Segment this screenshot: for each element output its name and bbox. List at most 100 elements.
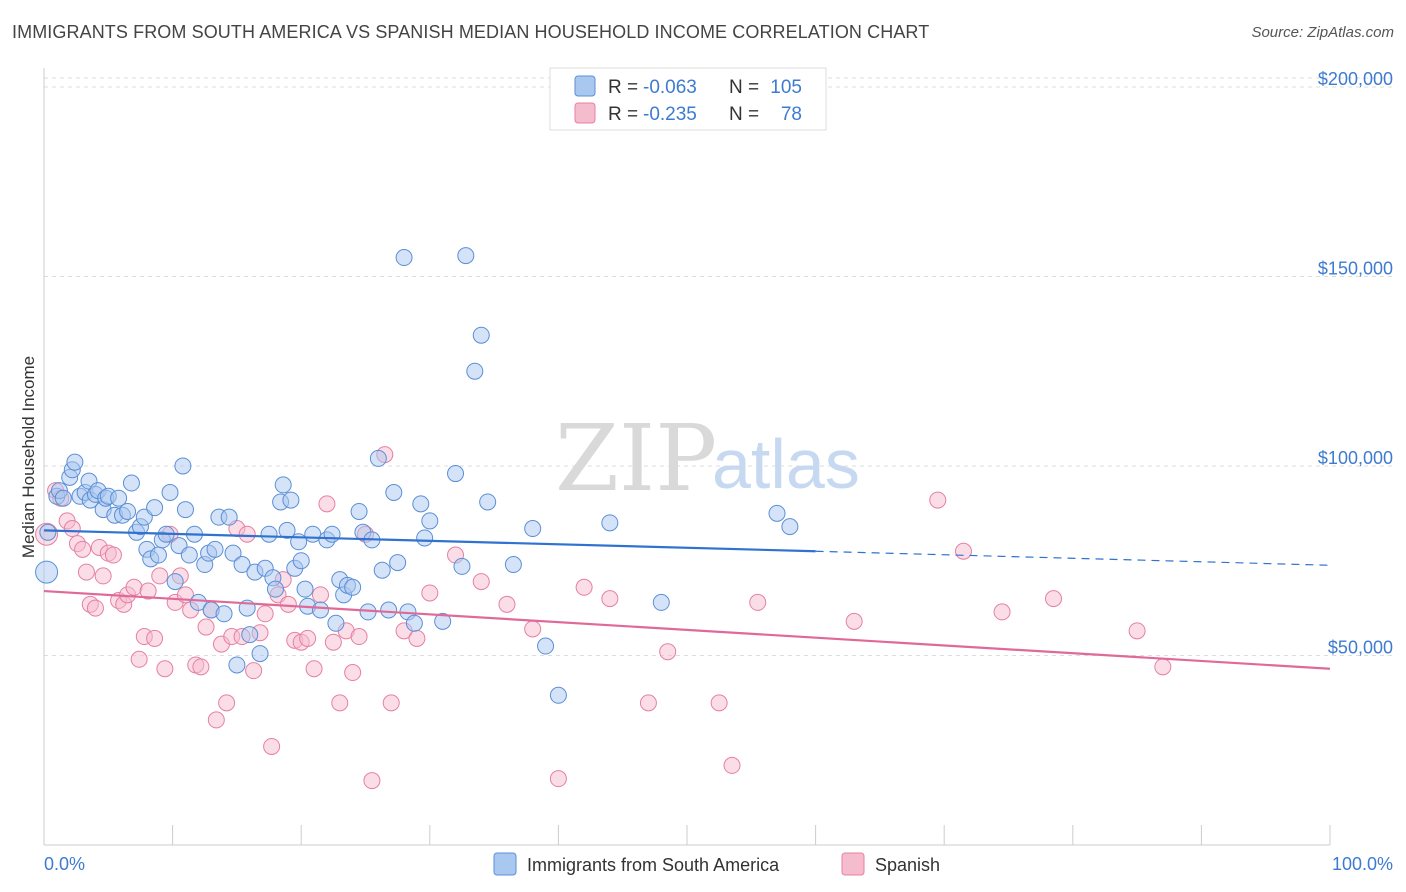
- data-point-south-america: [110, 489, 128, 507]
- data-point-spanish: [311, 586, 329, 604]
- data-point-spanish: [77, 563, 95, 581]
- data-point-spanish: [324, 633, 342, 651]
- legend-swatch-blue: [574, 75, 596, 97]
- data-point-spanish: [1154, 658, 1172, 676]
- data-point-south-america: [350, 502, 368, 520]
- legend-r-value-1: -0.063: [643, 77, 697, 98]
- x-ticks: [172, 825, 1331, 845]
- data-point-spanish: [363, 772, 381, 790]
- data-point-south-america: [323, 525, 341, 543]
- data-point-south-america: [466, 362, 484, 380]
- legend-n-label-1: N =: [729, 77, 759, 98]
- data-point-spanish: [350, 628, 368, 646]
- y-tick-label: $50,000: [1328, 637, 1393, 657]
- data-point-south-america: [457, 247, 475, 265]
- y-axis-label: Median Household Income: [19, 356, 38, 558]
- data-point-spanish: [305, 660, 323, 678]
- data-point-spanish: [192, 658, 210, 676]
- data-point-spanish: [299, 629, 317, 647]
- data-point-south-america: [174, 457, 192, 475]
- data-point-south-america: [380, 601, 398, 619]
- data-point-spanish: [498, 595, 516, 613]
- data-point-spanish: [954, 542, 972, 560]
- legend-r-label-1: R =: [608, 77, 638, 98]
- data-point-spanish: [382, 694, 400, 712]
- bottom-legend-label-south-america: Immigrants from South America: [527, 855, 780, 875]
- data-point-south-america: [228, 656, 246, 674]
- data-point-spanish: [408, 629, 426, 647]
- legend-n-value-1: 105: [770, 77, 802, 98]
- data-point-south-america: [278, 521, 296, 539]
- data-point-south-america: [233, 556, 251, 574]
- data-point-spanish: [156, 660, 174, 678]
- data-point-south-america: [781, 518, 799, 536]
- data-point-south-america: [161, 484, 179, 502]
- legend-swatch-pink: [574, 102, 596, 124]
- data-point-spanish: [749, 593, 767, 611]
- data-point-south-america: [220, 508, 238, 526]
- data-point-spanish: [524, 620, 542, 638]
- data-point-south-america: [416, 529, 434, 547]
- data-point-spanish: [710, 694, 728, 712]
- data-point-south-america: [296, 580, 314, 598]
- y-tick-label: $200,000: [1318, 69, 1393, 89]
- data-point-south-america: [54, 489, 72, 507]
- legend-r-value-2: -0.235: [643, 104, 697, 125]
- source-label: Source: ZipAtlas.com: [1251, 24, 1394, 41]
- bottom-legend: Immigrants from South America Spanish: [493, 852, 940, 876]
- y-tick-label: $100,000: [1318, 448, 1393, 468]
- data-point-south-america: [389, 554, 407, 572]
- y-tick-label: $150,000: [1318, 258, 1393, 278]
- data-point-south-america: [35, 560, 59, 584]
- data-point-south-america: [395, 249, 413, 267]
- legend-n-label-2: N =: [729, 104, 759, 125]
- data-point-south-america: [189, 593, 207, 611]
- data-point-spanish: [197, 618, 215, 636]
- data-point-south-america: [292, 552, 310, 570]
- data-point-spanish: [94, 567, 112, 585]
- legend: R = -0.063 N = 105 R = -0.235 N = 78: [549, 67, 827, 131]
- data-point-south-america: [176, 501, 194, 519]
- data-point-south-america: [241, 626, 259, 644]
- data-point-spanish: [575, 578, 593, 596]
- data-point-south-america: [504, 556, 522, 574]
- data-point-south-america: [251, 645, 269, 663]
- data-point-spanish: [639, 694, 657, 712]
- data-point-spanish: [549, 770, 567, 788]
- data-point-south-america: [434, 612, 452, 630]
- x-tick-label-max: 100.0%: [1332, 854, 1393, 874]
- data-point-spanish: [659, 643, 677, 661]
- data-point-south-america: [369, 449, 387, 467]
- legend-box: [549, 67, 827, 131]
- data-point-spanish: [723, 756, 741, 774]
- data-point-south-america: [282, 491, 300, 509]
- data-point-south-america: [472, 326, 490, 344]
- data-point-south-america: [260, 525, 278, 543]
- data-point-spanish: [130, 650, 148, 668]
- watermark: ZIP atlas: [555, 405, 860, 512]
- data-point-spanish: [146, 629, 164, 647]
- data-point-spanish: [125, 578, 143, 596]
- trend-lines: [43, 529, 1331, 670]
- data-point-south-america: [537, 637, 555, 655]
- data-point-spanish: [263, 737, 281, 755]
- data-point-south-america: [274, 476, 292, 494]
- data-point-south-america: [215, 605, 233, 623]
- data-point-spanish: [472, 573, 490, 591]
- data-point-south-america: [146, 499, 164, 517]
- data-point-south-america: [311, 601, 329, 619]
- data-point-south-america: [405, 614, 423, 632]
- data-point-spanish: [139, 582, 157, 600]
- watermark-atlas: atlas: [712, 425, 860, 503]
- data-point-spanish: [207, 711, 225, 729]
- data-point-spanish: [344, 664, 362, 682]
- data-point-south-america: [304, 525, 322, 543]
- data-point-spanish: [238, 525, 256, 543]
- data-point-south-america: [412, 495, 430, 513]
- data-point-spanish: [1045, 590, 1063, 608]
- data-point-spanish: [601, 590, 619, 608]
- legend-n-value-2: 78: [781, 104, 802, 125]
- data-point-spanish: [63, 520, 81, 538]
- data-point-south-america: [66, 453, 84, 471]
- data-point-south-america: [601, 514, 619, 532]
